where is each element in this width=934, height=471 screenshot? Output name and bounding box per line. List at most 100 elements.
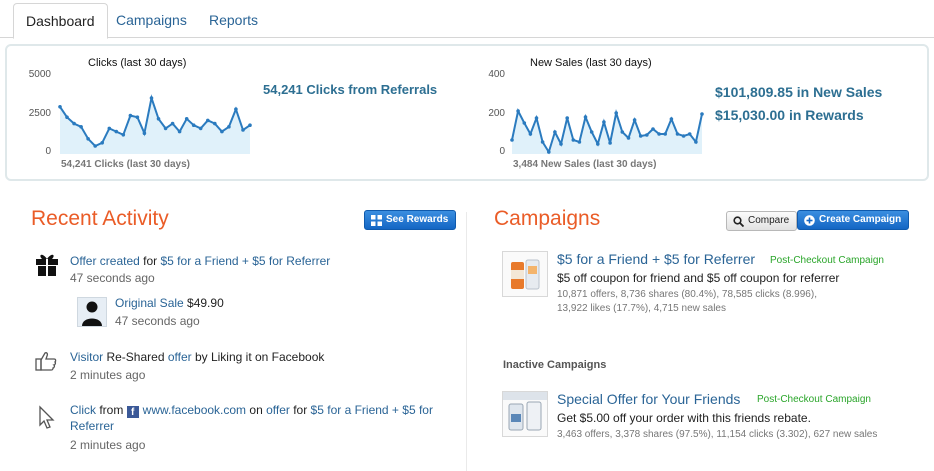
chart-point (651, 127, 655, 131)
chart-point (93, 144, 97, 148)
chart-point (553, 130, 557, 134)
chart-point (128, 113, 133, 118)
chart-point (184, 117, 189, 121)
sales-ytick-max: 400 (488, 69, 505, 80)
sales-chart-subtitle: 3,484 New Sales (last 30 days) (513, 159, 657, 170)
see-rewards-button[interactable]: See Rewards (364, 210, 457, 230)
chart-point (596, 142, 600, 146)
chart-point (675, 132, 680, 136)
plus-circle-icon (804, 215, 815, 226)
chart-point (669, 117, 674, 121)
chart-point (534, 116, 539, 120)
chart-point (163, 126, 168, 131)
chart-point (79, 125, 83, 129)
clicks-ytick-mid: 2500 (28, 108, 51, 119)
chart-point (608, 141, 612, 145)
chart-point (577, 140, 582, 144)
chart-point (135, 115, 140, 119)
thumbs-up-icon (35, 352, 57, 371)
activity-text: for (139, 254, 161, 268)
clicks-ytick-max: 5000 (28, 69, 51, 80)
chart-point (198, 126, 203, 131)
activity-item-offer-created: Offer created for $5 for a Friend + $5 f… (70, 253, 450, 269)
chart-point (234, 107, 238, 111)
tab-dashboard[interactable]: Dashboard (13, 3, 108, 39)
campaign-description: $5 off coupon for friend and $5 off coup… (557, 271, 840, 285)
campaign-thumbnail[interactable] (502, 391, 548, 437)
chart-point (220, 129, 224, 134)
chart-point (614, 111, 618, 115)
chart-point (638, 134, 643, 138)
sales-chart-title: New Sales (last 30 days) (530, 57, 652, 69)
chart-point (657, 132, 661, 136)
facebook-link[interactable]: www.facebook.com (142, 403, 247, 417)
create-campaign-button[interactable]: Create Campaign (797, 210, 910, 230)
cursor-icon (39, 405, 55, 429)
offer-link[interactable]: offer (167, 350, 192, 364)
campaign-name-link[interactable]: $5 for a Friend + $5 for Referrer (557, 251, 756, 267)
activity-item-original-sale: Original Sale $49.90 (115, 295, 224, 311)
chart-point (681, 134, 686, 138)
see-rewards-label: See Rewards (386, 214, 449, 225)
campaign-description: Get $5.00 off your order with this frien… (557, 411, 811, 425)
original-sale-link[interactable]: Original Sale (115, 296, 184, 310)
offer-created-link[interactable]: Offer created (70, 254, 140, 268)
campaign-link[interactable]: $5 for a Friend + $5 for Referrer (160, 254, 331, 268)
chart-point (170, 121, 175, 126)
campaigns-title: Campaigns (494, 207, 601, 230)
chart-point (142, 131, 147, 135)
activity-time: 47 seconds ago (115, 314, 200, 328)
chart-point (540, 140, 545, 144)
chart-point (626, 136, 631, 140)
chart-series-line (511, 108, 703, 155)
campaign-link[interactable]: $5 for a Friend + $5 for Referrer (70, 403, 433, 433)
compare-button[interactable]: Compare (726, 211, 798, 231)
gift-icon (36, 254, 58, 276)
chart-point (663, 132, 667, 136)
chart-point (177, 129, 182, 134)
chart-point (72, 121, 76, 126)
sales-sparkline (510, 108, 704, 155)
activity-text: from (96, 403, 127, 417)
chart-point (694, 140, 698, 144)
chart-point (227, 125, 231, 129)
chart-point (248, 123, 252, 127)
activity-text: for (289, 403, 311, 417)
campaign-name-link[interactable]: Special Offer for Your Friends (557, 391, 741, 407)
chart-point (620, 130, 625, 134)
chart-point (107, 126, 112, 131)
new-sales-stat: $101,809.85 in New Sales (715, 84, 883, 100)
clicks-chart-subtitle: 54,241 Clicks (last 30 days) (61, 159, 190, 170)
create-campaign-label: Create Campaign (819, 214, 902, 225)
product-image-icon (503, 392, 547, 431)
activity-item-click: Click from f www.facebook.com on offer fo… (70, 402, 455, 434)
campaign-thumbnail[interactable] (502, 251, 548, 297)
chart-point (632, 118, 637, 122)
campaign-type-badge: Post-Checkout Campaign (770, 255, 884, 266)
visitor-link[interactable]: Visitor (70, 350, 104, 364)
recent-activity-title: Recent Activity (31, 207, 169, 230)
offer-link[interactable]: offer (266, 403, 290, 417)
facebook-icon: f (126, 406, 139, 418)
chart-point (510, 138, 514, 142)
avatar (77, 297, 107, 327)
chart-point (700, 112, 704, 116)
chart-point (565, 116, 569, 120)
chart-point (191, 123, 196, 127)
chart-point (589, 130, 594, 134)
click-link[interactable]: Click (70, 403, 96, 417)
chart-point (213, 121, 217, 126)
chart-point (241, 128, 245, 132)
tab-reports[interactable]: Reports (209, 12, 259, 28)
activity-time: 2 minutes ago (70, 368, 146, 382)
chart-point (571, 138, 576, 142)
campaign-type-badge: Post-Checkout Campaign (757, 394, 871, 405)
column-divider (466, 212, 467, 471)
activity-item-reshare: Visitor Re-Shared offer by Liking it on … (70, 349, 460, 365)
chart-point (58, 105, 62, 109)
tab-campaigns[interactable]: Campaigns (116, 12, 187, 28)
clicks-referrals-stat: 54,241 Clicks from Referrals (263, 82, 438, 97)
compare-label: Compare (748, 215, 790, 226)
product-image-icon (511, 259, 540, 290)
activity-time: 2 minutes ago (70, 438, 146, 452)
